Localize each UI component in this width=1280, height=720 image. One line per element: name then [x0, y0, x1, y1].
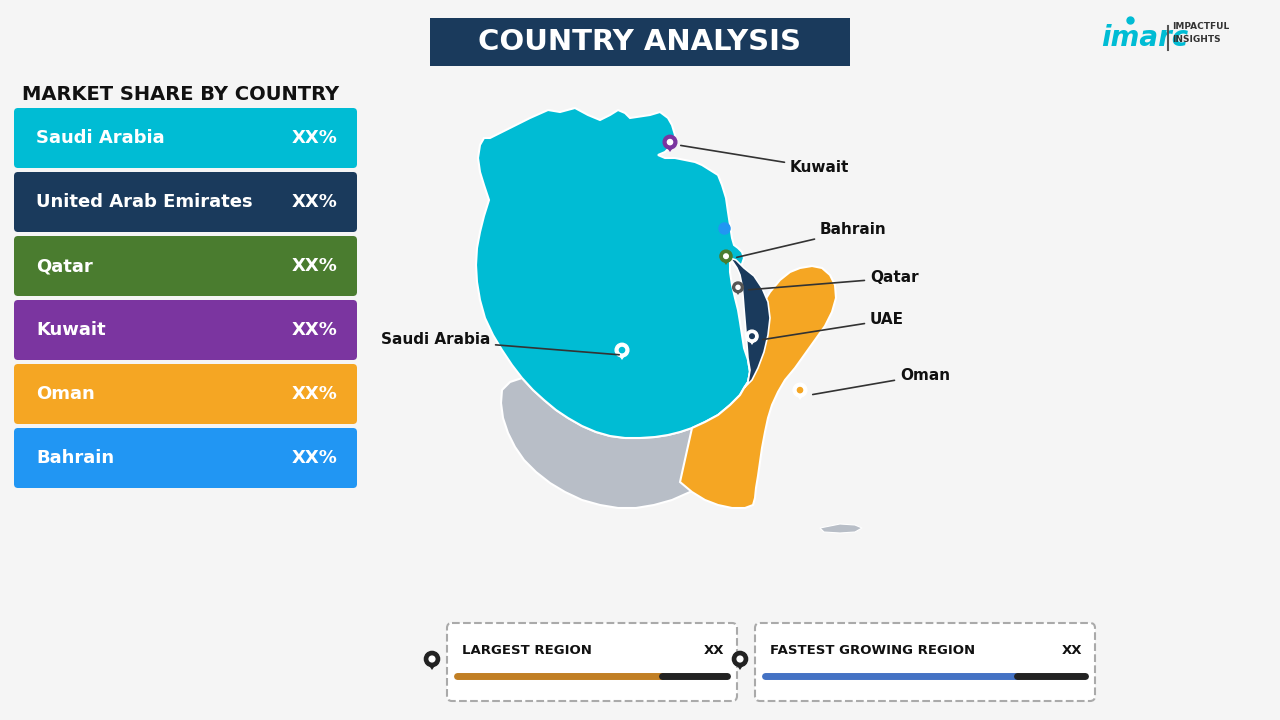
Text: MARKET SHARE BY COUNTRY: MARKET SHARE BY COUNTRY — [22, 86, 339, 104]
Text: COUNTRY ANALYSIS: COUNTRY ANALYSIS — [479, 28, 801, 56]
Circle shape — [425, 652, 439, 667]
Polygon shape — [721, 257, 731, 265]
FancyBboxPatch shape — [755, 623, 1094, 701]
Text: XX%: XX% — [292, 321, 338, 339]
Text: Saudi Arabia: Saudi Arabia — [380, 333, 620, 355]
Circle shape — [663, 135, 677, 149]
Text: XX%: XX% — [292, 129, 338, 147]
Text: Oman: Oman — [813, 367, 950, 395]
Circle shape — [797, 387, 803, 392]
FancyBboxPatch shape — [14, 236, 357, 296]
Text: XX%: XX% — [292, 193, 338, 211]
Polygon shape — [733, 660, 746, 670]
Polygon shape — [616, 351, 628, 360]
FancyBboxPatch shape — [14, 364, 357, 424]
Polygon shape — [500, 378, 742, 508]
Polygon shape — [476, 108, 750, 438]
Polygon shape — [820, 524, 861, 533]
Text: XX: XX — [704, 644, 724, 657]
Text: XX: XX — [1061, 644, 1082, 657]
FancyBboxPatch shape — [14, 428, 357, 488]
Polygon shape — [425, 660, 439, 670]
Circle shape — [736, 285, 740, 289]
Polygon shape — [746, 337, 758, 345]
Circle shape — [620, 348, 625, 353]
Circle shape — [732, 282, 744, 292]
FancyBboxPatch shape — [14, 172, 357, 232]
Polygon shape — [733, 288, 742, 295]
Circle shape — [794, 383, 806, 397]
Circle shape — [719, 250, 732, 262]
Text: LARGEST REGION: LARGEST REGION — [462, 644, 591, 657]
FancyBboxPatch shape — [430, 18, 850, 66]
Polygon shape — [794, 391, 806, 400]
Text: Bahrain: Bahrain — [737, 222, 887, 257]
Text: imarc: imarc — [1101, 24, 1189, 52]
Polygon shape — [680, 266, 836, 508]
Text: XX%: XX% — [292, 385, 338, 403]
Circle shape — [429, 656, 435, 662]
Text: UAE: UAE — [763, 312, 904, 340]
FancyBboxPatch shape — [14, 300, 357, 360]
FancyBboxPatch shape — [14, 108, 357, 168]
Text: United Arab Emirates: United Arab Emirates — [36, 193, 252, 211]
Circle shape — [616, 343, 628, 357]
Text: Saudi Arabia: Saudi Arabia — [36, 129, 165, 147]
Text: XX%: XX% — [292, 257, 338, 275]
Text: Kuwait: Kuwait — [681, 145, 850, 176]
Text: Oman: Oman — [36, 385, 95, 403]
Polygon shape — [664, 143, 676, 152]
Text: Qatar: Qatar — [36, 257, 92, 275]
Circle shape — [667, 140, 672, 145]
Text: IMPACTFUL
INSIGHTS: IMPACTFUL INSIGHTS — [1172, 22, 1229, 44]
FancyBboxPatch shape — [447, 623, 737, 701]
Text: XX%: XX% — [292, 449, 338, 467]
Circle shape — [723, 254, 728, 258]
Circle shape — [746, 330, 758, 342]
Text: FASTEST GROWING REGION: FASTEST GROWING REGION — [771, 644, 975, 657]
Text: Bahrain: Bahrain — [36, 449, 114, 467]
Text: Kuwait: Kuwait — [36, 321, 106, 339]
Circle shape — [732, 652, 748, 667]
Polygon shape — [730, 258, 771, 388]
Circle shape — [737, 656, 742, 662]
Circle shape — [750, 334, 754, 338]
Text: Qatar: Qatar — [749, 271, 919, 289]
